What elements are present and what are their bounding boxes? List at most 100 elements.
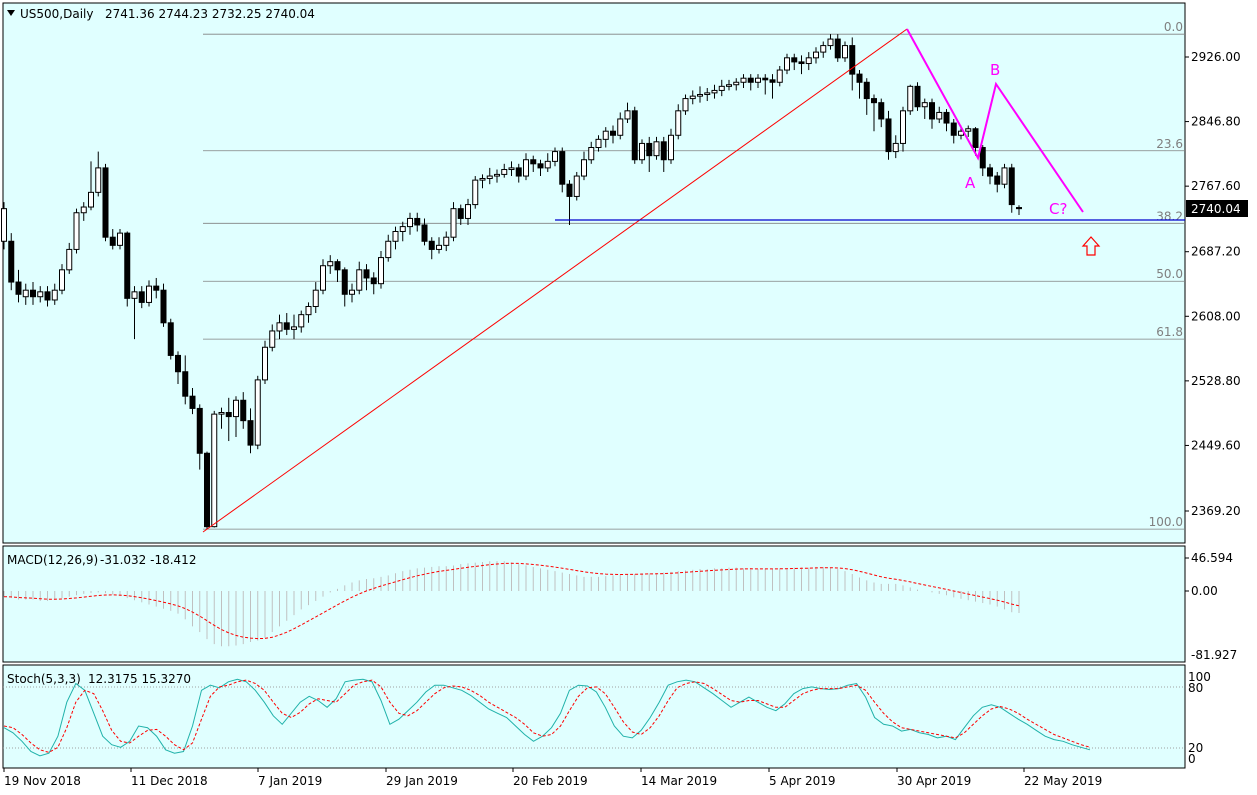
candle-body-134	[972, 128, 979, 149]
candle-body-88	[639, 142, 645, 161]
fib-label-5: 100.0	[1149, 515, 1183, 529]
candle-body-42	[305, 306, 312, 316]
price-label-7: 2369.20	[1191, 504, 1241, 518]
wave-label-a: A	[965, 174, 976, 192]
price-label-0: 2926.00	[1191, 50, 1241, 64]
candle-body-70	[508, 167, 515, 171]
candle-body-18	[131, 291, 138, 299]
candle-body-116	[842, 45, 848, 59]
macd-title: MACD(12,26,9)	[7, 553, 98, 567]
candle-body-76	[552, 151, 558, 162]
candle-body-135	[979, 147, 986, 169]
price-label-2: 2767.60	[1191, 179, 1241, 193]
candle-body-129	[936, 111, 943, 120]
candle-body-85	[617, 118, 624, 136]
candle-body-53	[385, 240, 392, 259]
candle-body-63	[457, 208, 464, 219]
stoch-main-line	[3, 678, 1091, 757]
candle-body-95	[689, 95, 696, 100]
fib-label-4: 61.8	[1156, 325, 1183, 339]
time-label-2: 7 Jan 2019	[258, 774, 322, 788]
candle-body-127	[921, 102, 928, 108]
stoch-series	[3, 678, 1091, 757]
macd-values: -31.032 -18.412	[100, 553, 196, 567]
fib-label-1: 23.6	[1156, 137, 1183, 151]
candle-body-27	[196, 407, 203, 454]
candle-body-23	[167, 322, 174, 356]
candle-body-61	[443, 236, 450, 246]
candle-body-43	[312, 289, 319, 308]
wave-label-b: B	[990, 61, 1000, 79]
candle-body-28	[204, 452, 210, 528]
candle-body-100	[726, 84, 732, 87]
candle-body-3	[22, 289, 29, 298]
candle-body-107	[776, 69, 783, 83]
candle-body-86	[624, 110, 631, 120]
candle-body-16	[117, 232, 123, 246]
candlestick-series	[1, 34, 1022, 530]
macd-signal-line	[3, 562, 1020, 640]
candle-body-24	[175, 354, 181, 373]
candle-body-98	[711, 89, 718, 94]
candle-body-72	[523, 159, 529, 177]
candle-body-47	[341, 269, 348, 295]
candle-body-32	[233, 399, 239, 418]
price-panel-bg	[2, 2, 1186, 544]
candle-body-13	[95, 167, 102, 193]
candle-body-120	[871, 98, 877, 104]
candle-body-125	[907, 85, 914, 112]
price-axis: 2926.00 2846.80 2767.60 2687.20 2608.00 2528.…	[1185, 50, 1241, 518]
candle-body-22	[160, 289, 167, 324]
time-label-0: 19 Nov 2018	[4, 774, 81, 788]
candle-body-68	[494, 173, 500, 177]
time-label-6: 5 Apr 2019	[769, 774, 836, 788]
dropdown-triangle-icon[interactable]	[7, 10, 15, 16]
time-axis: 19 Nov 2018 11 Dec 2018 7 Jan 2019 29 Jan 2…	[3, 768, 1102, 788]
candle-body-124	[900, 110, 906, 144]
candle-body-77	[559, 151, 566, 185]
price-label-4: 2608.00	[1191, 309, 1241, 323]
candle-body-96	[697, 94, 703, 97]
candle-body-92	[668, 134, 674, 161]
candle-body-106	[769, 79, 776, 83]
annotation-lines	[202, 28, 1185, 533]
trend-line	[202, 28, 908, 533]
candle-body-5	[37, 291, 44, 298]
candle-body-103	[747, 77, 754, 83]
candle-body-136	[987, 167, 993, 177]
candle-body-59	[428, 240, 435, 250]
candle-body-31	[225, 412, 232, 418]
time-label-1: 11 Dec 2018	[131, 774, 208, 788]
candle-body-123	[892, 142, 899, 153]
candle-body-94	[682, 98, 689, 112]
candle-body-137	[994, 175, 1001, 185]
candle-body-130	[943, 111, 950, 124]
macd-axis-zero: 0.00	[1191, 584, 1218, 598]
fib-label-0: 0.0	[1164, 20, 1183, 34]
time-label-7: 30 Apr 2019	[897, 774, 971, 788]
candle-body-26	[189, 395, 196, 409]
candle-body-91	[660, 141, 667, 161]
candle-body-49	[356, 269, 363, 291]
macd-series	[3, 561, 1020, 647]
candle-body-45	[327, 261, 334, 267]
candle-body-55	[399, 226, 406, 232]
candle-body-9	[66, 248, 73, 271]
fib-label-2: 38.2	[1156, 209, 1183, 223]
candle-body-109	[791, 57, 798, 63]
macd-axis-bottom: -81.927	[1191, 648, 1237, 662]
candle-body-90	[653, 141, 660, 157]
time-label-4: 20 Feb 2019	[513, 774, 588, 788]
candle-body-93	[675, 110, 682, 136]
price-label-5: 2528.80	[1191, 374, 1241, 388]
candle-body-118	[856, 73, 863, 83]
candle-body-15	[109, 236, 116, 246]
candle-body-97	[704, 92, 711, 96]
candle-body-35	[254, 379, 261, 446]
candle-body-71	[515, 167, 522, 177]
candle-body-64	[465, 204, 471, 219]
candle-body-121	[878, 102, 885, 120]
candle-body-62	[450, 208, 457, 238]
candle-body-39	[283, 322, 290, 330]
candle-body-57	[414, 217, 421, 226]
